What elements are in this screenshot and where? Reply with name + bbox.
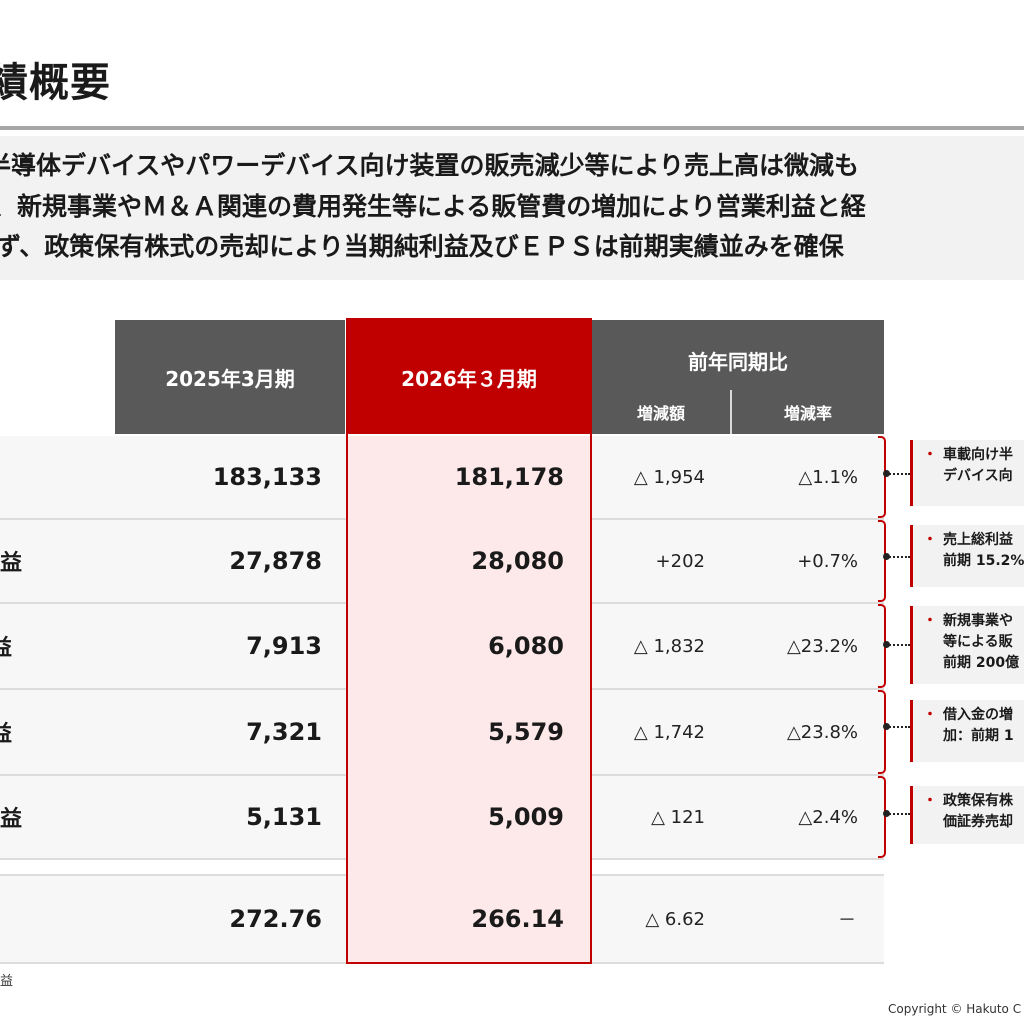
prev-value: 183,133 bbox=[212, 463, 322, 491]
copyright: Copyright © Hakuto C bbox=[888, 1002, 1022, 1016]
summary-line-3: ず、政策保有株式の売却により当期純利益及びＥＰＳは前期実績並みを確保 bbox=[0, 232, 844, 261]
row-label bbox=[0, 436, 100, 518]
note-text: 新規事業や bbox=[943, 613, 1013, 629]
header-curr-period-label: 2026年３月期 bbox=[401, 366, 537, 391]
change-rate: +0.7% bbox=[797, 550, 858, 572]
bullet-icon: ・ bbox=[923, 532, 937, 548]
header-prev-period-label: 2025年3月期 bbox=[165, 366, 295, 391]
note-text: 前期 200億 bbox=[943, 655, 1020, 671]
bullet-icon: ・ bbox=[923, 793, 937, 809]
bullet-icon: ・ bbox=[923, 707, 937, 723]
curr-value: 5,579 bbox=[488, 718, 564, 746]
note-box: ・政策保有株 価証券売却 bbox=[910, 786, 1024, 844]
summary-line-1: 半導体デバイスやパワーデバイス向け装置の販売減少等により売上高は微減も bbox=[0, 151, 860, 180]
note-box: ・借入金の増 加：前期 1 bbox=[910, 700, 1024, 762]
prev-value: 5,131 bbox=[246, 803, 322, 831]
bracket bbox=[878, 520, 886, 602]
header-change-amount: 増減額 bbox=[636, 404, 685, 423]
bracket bbox=[878, 690, 886, 774]
curr-value: 28,080 bbox=[471, 547, 564, 575]
header-curr-period: 2026年３月期 bbox=[348, 320, 590, 434]
header-yoy-label: 前年同期比 bbox=[688, 349, 788, 374]
header-change-rate: 増減率 bbox=[783, 404, 832, 423]
page-title: 績概要 bbox=[0, 60, 111, 106]
change-rate: △1.1% bbox=[798, 466, 858, 488]
change-amount: +202 bbox=[655, 550, 705, 572]
header-prev-period: 2025年3月期 bbox=[115, 320, 345, 434]
connector-line bbox=[886, 644, 910, 646]
note-text: 価証券売却 bbox=[943, 814, 1013, 830]
note-text: 売上総利益 bbox=[943, 532, 1013, 548]
note-box: ・車載向け半 デバイス向 bbox=[910, 440, 1024, 506]
change-rate: △23.8% bbox=[786, 721, 858, 743]
header-yoy-group: 前年同期比 増減額 増減率 bbox=[592, 320, 884, 434]
bracket bbox=[878, 436, 886, 518]
summary-box: 半導体デバイスやパワーデバイス向け装置の販売減少等により売上高は微減も 、新規事… bbox=[0, 136, 1024, 280]
note-text: 加：前期 1 bbox=[943, 728, 1014, 744]
note-text: 車載向け半 bbox=[943, 447, 1013, 463]
prev-value: 7,321 bbox=[246, 718, 322, 746]
curr-value: 181,178 bbox=[454, 463, 564, 491]
title-divider bbox=[0, 126, 1024, 130]
prev-value: 7,913 bbox=[246, 632, 322, 660]
note-text: 等による販 bbox=[943, 634, 1013, 650]
connector-line bbox=[886, 556, 910, 558]
footnote: 益 bbox=[0, 974, 14, 989]
change-rate: △23.2% bbox=[786, 635, 858, 657]
prev-value: 27,878 bbox=[229, 547, 322, 575]
note-text: 前期 15.2% bbox=[943, 553, 1024, 569]
change-rate: － bbox=[838, 910, 856, 931]
curr-value: 266.14 bbox=[471, 905, 564, 933]
bracket bbox=[878, 776, 886, 858]
row-separator bbox=[0, 962, 884, 964]
change-amount: △ 1,742 bbox=[633, 721, 705, 743]
row-label bbox=[0, 876, 100, 962]
row-label: 益 bbox=[0, 722, 13, 747]
row-label: 益 bbox=[0, 807, 23, 832]
curr-value: 6,080 bbox=[488, 632, 564, 660]
note-text: 借入金の増 bbox=[943, 707, 1013, 723]
header-subdivider bbox=[730, 390, 732, 434]
row-label: 益 bbox=[0, 636, 13, 661]
change-amount: △ 6.62 bbox=[645, 908, 705, 930]
bullet-icon: ・ bbox=[923, 447, 937, 463]
connector-line bbox=[886, 813, 910, 815]
note-box: ・売上総利益 前期 15.2% bbox=[910, 525, 1024, 587]
change-amount: △ 1,832 bbox=[633, 635, 705, 657]
row-label: 益 bbox=[0, 551, 23, 576]
change-amount: △ 121 bbox=[651, 806, 705, 828]
change-rate: △2.4% bbox=[798, 806, 858, 828]
prev-value: 272.76 bbox=[229, 905, 322, 933]
connector-line bbox=[886, 473, 910, 475]
note-box: ・新規事業や 等による販 前期 200億 bbox=[910, 606, 1024, 684]
summary-line-2: 、新規事業やＭ＆Ａ関連の費用発生等による販管費の増加により営業利益と経 bbox=[0, 192, 866, 221]
bullet-icon: ・ bbox=[923, 613, 937, 629]
curr-value: 5,009 bbox=[488, 803, 564, 831]
note-text: デバイス向 bbox=[943, 468, 1013, 484]
note-text: 政策保有株 bbox=[943, 793, 1013, 809]
change-amount: △ 1,954 bbox=[633, 466, 705, 488]
connector-line bbox=[886, 726, 910, 728]
current-period-highlight bbox=[348, 436, 590, 962]
